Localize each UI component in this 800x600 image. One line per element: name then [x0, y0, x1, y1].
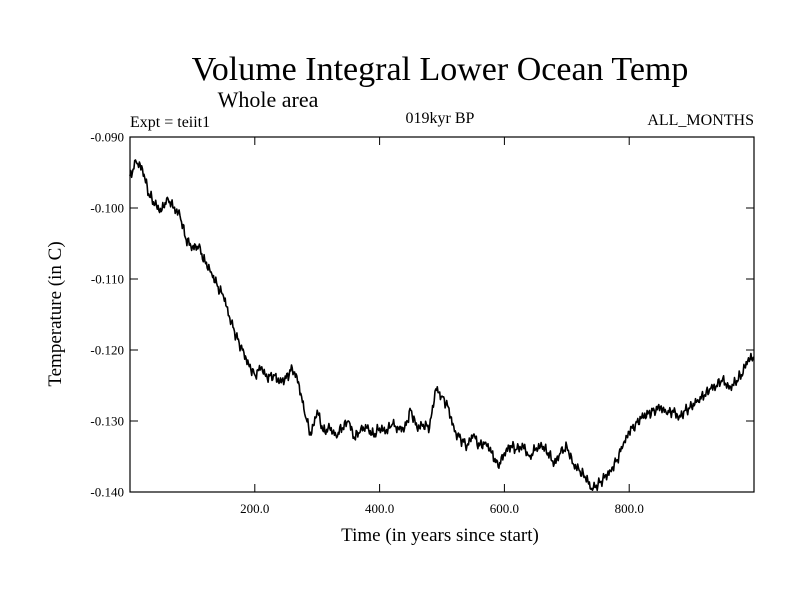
- y-axis-label: Temperature (in C): [45, 241, 66, 386]
- chart-title: Volume Integral Lower Ocean Temp: [192, 51, 689, 88]
- header-center: 019kyr BP: [406, 110, 475, 127]
- y-tick-label: -0.130: [90, 414, 124, 429]
- x-tick-label: 800.0: [615, 501, 644, 516]
- chart-subtitle: Whole area: [218, 87, 319, 112]
- x-tick-label: 400.0: [365, 501, 394, 516]
- y-axis: -0.090 -0.100 -0.110 -0.120 -0.130 -0.140: [90, 130, 754, 500]
- y-tick-label: -0.090: [90, 130, 124, 145]
- y-tick-label: -0.100: [90, 201, 124, 216]
- x-axis-label: Time (in years since start): [341, 525, 539, 546]
- header-left: Expt = teiit1: [130, 114, 210, 131]
- header-right: ALL_MONTHS: [647, 112, 754, 129]
- series-line: [129, 159, 755, 492]
- plot-frame: [129, 136, 755, 493]
- y-tick-label: -0.110: [91, 272, 124, 287]
- y-tick-label: -0.140: [90, 485, 124, 500]
- x-tick-label: 600.0: [490, 501, 519, 516]
- y-tick-label: -0.120: [90, 343, 124, 358]
- x-axis: 200.0 400.0 600.0 800.0: [240, 137, 644, 516]
- x-tick-label: 200.0: [240, 501, 269, 516]
